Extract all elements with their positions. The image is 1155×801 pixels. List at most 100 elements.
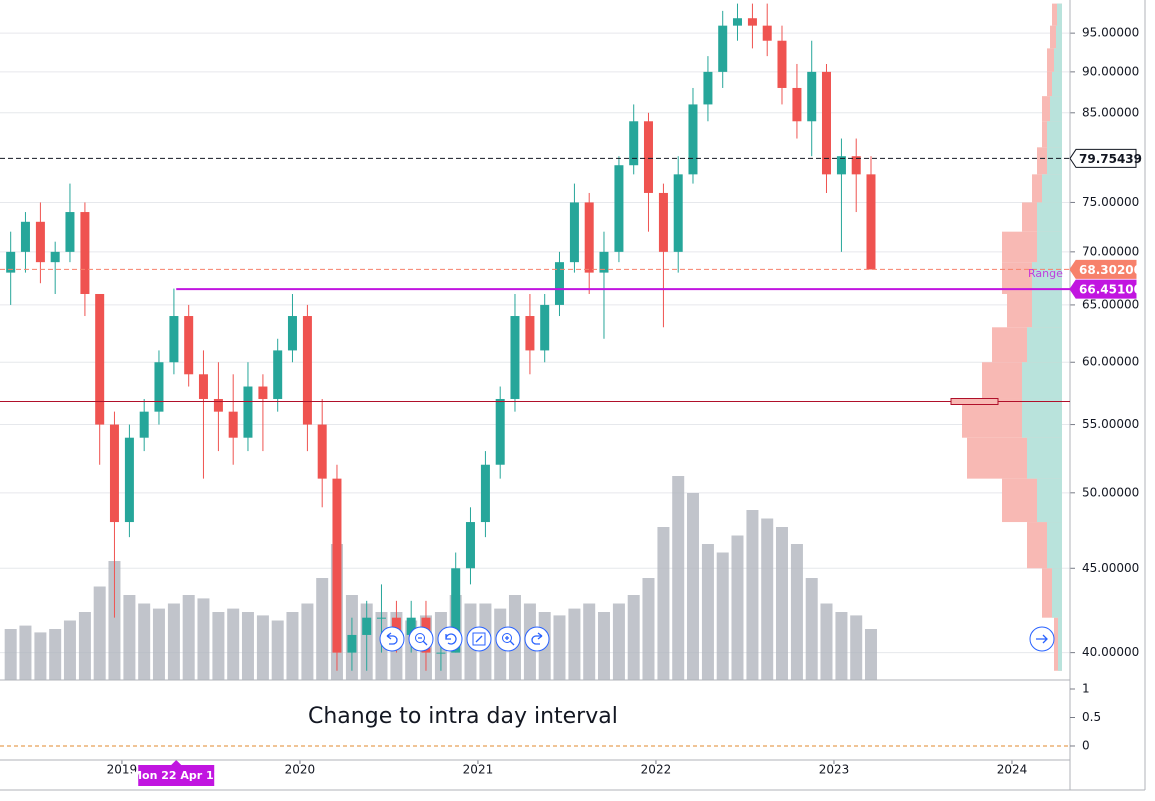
scroll-right-button[interactable] [1029,626,1055,652]
candle-body [599,251,609,273]
candle-body [688,104,698,175]
candle-body [495,398,505,465]
volume-bar [553,615,566,680]
profile-up-bar [1047,121,1062,148]
indicator-y-tick-label: 1 [1082,682,1090,696]
candle-body [35,221,45,263]
range-label: Range [1028,267,1063,280]
price-tag: 79.75439 [1069,148,1142,168]
volume-bar [4,629,17,680]
volume-bar [775,527,788,680]
volume-bar [612,603,625,680]
candle-body [20,221,30,252]
candle-body [480,464,490,523]
volume-bar [93,586,106,680]
candle-body [317,424,327,479]
volume-bar [850,615,863,680]
profile-up-bar [1052,568,1062,618]
candle-body [139,411,149,438]
volume-bar [286,612,299,680]
x-tick-label: 2019 [107,763,138,777]
y-tick-label: 65.00000 [1082,297,1139,311]
volume-bar [19,625,32,680]
fit-button[interactable] [466,626,492,652]
poc-marker [950,397,999,405]
volume-bar [78,612,91,680]
volume-bar [138,603,151,680]
candle-body [436,652,446,654]
volume-bar [672,476,685,680]
y-tick-label: 45.00000 [1082,561,1139,575]
candle-body [569,202,579,263]
volume-bar [49,629,62,680]
candle-body [95,293,105,425]
candle-body [243,386,253,438]
candle-body [65,212,75,252]
price-tag-label: 66.45100 [1079,283,1142,297]
reset-button[interactable] [437,626,463,652]
candle-body [154,362,164,412]
volume-bar [316,578,329,680]
price-tag-box [1069,259,1137,279]
profile-up-bar [1052,71,1062,97]
candle-body [213,398,223,412]
y-tick-label: 40.00000 [1082,645,1139,659]
volume-bar [642,578,655,680]
volume-bar [805,578,818,680]
zoom-in-button[interactable] [495,626,521,652]
candle-body [821,71,831,175]
volume-bar [627,595,640,680]
volume-bar [820,603,833,680]
candle-body [673,174,683,252]
volume-bar [761,518,774,680]
redo-button[interactable] [524,626,550,652]
candle-body [629,121,639,166]
profile-up-bar [1022,362,1062,399]
volume-bar [301,603,314,680]
x-tick-label: 2022 [641,763,672,777]
candle-body [184,316,194,375]
price-tag-label: 68.30200 [1079,263,1142,277]
profile-up-bar [1047,147,1062,175]
candle-body [332,478,342,653]
volume-bar [864,629,877,680]
undo-button[interactable] [379,626,405,652]
candle-body [6,251,16,273]
candle-body [258,386,268,399]
candle-body [747,18,757,26]
volume-bar [108,561,121,680]
price-tag: 66.45100 [1069,279,1142,299]
zoom-out-button[interactable] [408,626,434,652]
y-tick-label: 75.00000 [1082,195,1139,209]
x-tick-label: 2021 [463,763,494,777]
volume-bar [716,552,729,680]
volume-bar [746,510,759,680]
volume-bar [835,612,848,680]
crosshair-label: Mon 22 Apr 19 [131,769,221,782]
volume-bar [657,527,670,680]
volume-bar [731,535,744,680]
candle-body [109,424,119,523]
x-tick-label: 2023 [819,763,850,777]
profile-up-bar [1056,25,1062,49]
indicator-annotation: Change to intra day interval [308,704,618,729]
profile-up-bar [1054,48,1062,72]
profile-up-bar [1057,3,1062,26]
profile-up-bar [1047,522,1062,569]
candle-body [50,251,60,263]
volume-bar [790,544,803,680]
candle-body [732,18,742,26]
profile-up-bar [1058,617,1062,671]
candle-body [554,262,564,305]
x-tick-label: 2020 [285,763,316,777]
candle-body [584,202,594,273]
volume-bar [583,603,596,680]
candle-body [614,165,624,252]
volume-bar [63,620,76,680]
candle-body [451,568,461,653]
volume-bar [197,598,210,680]
price-tag-box [1069,279,1137,299]
indicator-y-tick-label: 0 [1082,738,1090,752]
candle-body [792,87,802,122]
